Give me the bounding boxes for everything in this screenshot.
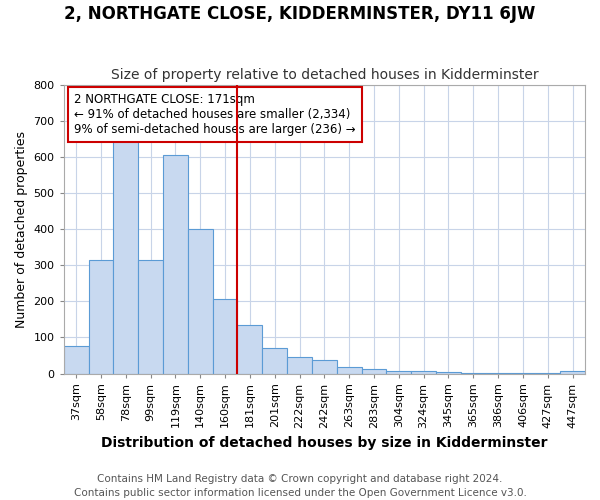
Text: Contains HM Land Registry data © Crown copyright and database right 2024.
Contai: Contains HM Land Registry data © Crown c…	[74, 474, 526, 498]
Bar	[188, 229, 212, 374]
X-axis label: Distribution of detached houses by size in Kidderminster: Distribution of detached houses by size …	[101, 436, 548, 450]
Bar	[287, 358, 312, 374]
Bar	[312, 360, 337, 374]
Text: 2, NORTHGATE CLOSE, KIDDERMINSTER, DY11 6JW: 2, NORTHGATE CLOSE, KIDDERMINSTER, DY11 …	[64, 5, 536, 23]
Bar	[411, 370, 436, 374]
Bar	[238, 325, 262, 374]
Text: 2 NORTHGATE CLOSE: 171sqm
← 91% of detached houses are smaller (2,334)
9% of sem: 2 NORTHGATE CLOSE: 171sqm ← 91% of detac…	[74, 93, 356, 136]
Bar	[436, 372, 461, 374]
Bar	[461, 373, 486, 374]
Bar	[337, 367, 362, 374]
Bar	[386, 371, 411, 374]
Bar	[362, 369, 386, 374]
Title: Size of property relative to detached houses in Kidderminster: Size of property relative to detached ho…	[110, 68, 538, 82]
Bar	[138, 260, 163, 374]
Bar	[113, 135, 138, 374]
Bar	[560, 371, 585, 374]
Bar	[262, 348, 287, 374]
Bar	[163, 155, 188, 374]
Y-axis label: Number of detached properties: Number of detached properties	[15, 130, 28, 328]
Bar	[89, 260, 113, 374]
Bar	[64, 346, 89, 374]
Bar	[212, 300, 238, 374]
